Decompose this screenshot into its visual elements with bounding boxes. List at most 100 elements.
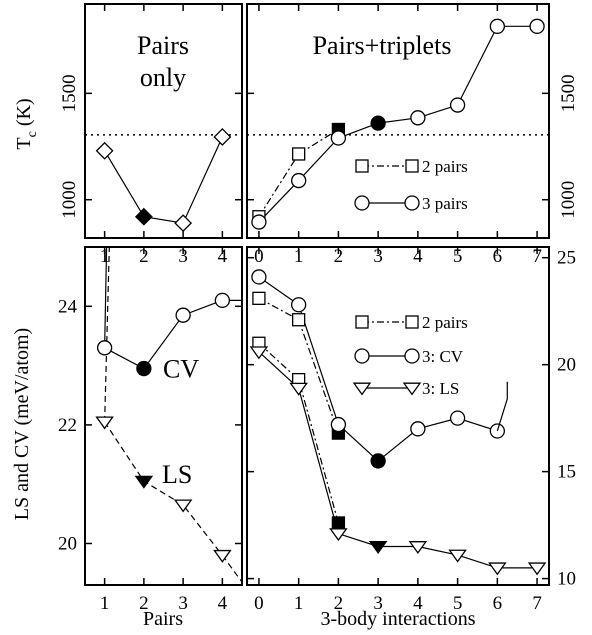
data-point: [529, 18, 545, 34]
data-point: [291, 172, 307, 189]
data-point: [292, 313, 306, 327]
x-tick-label: 3: [373, 246, 383, 267]
ylabel-ls-cv: LS and CV (meV/atom): [11, 328, 33, 520]
data-point: [175, 307, 191, 323]
xlabel-pairs: Pairs: [143, 608, 183, 630]
legend-marker: [354, 348, 370, 364]
legend-marker: [352, 382, 372, 396]
annotation-ls: LS: [162, 460, 192, 489]
x-tick-label: 2: [139, 593, 149, 614]
ls-line-tail: [221, 554, 243, 583]
data-point: [251, 214, 267, 230]
x-tick-label: 1: [294, 246, 304, 267]
legend-marker: [355, 315, 369, 329]
ylabel-tc: Tc (K): [13, 98, 40, 149]
annotation-cv: CV: [163, 355, 199, 384]
title-pairs-triplets: Pairs+triplets: [313, 31, 452, 60]
frame-bottom-right: [246, 246, 550, 586]
x-tick-label: 2: [139, 246, 149, 267]
x-tick-label: 6: [493, 246, 503, 267]
data-point: [449, 410, 466, 426]
x-tick-label: 4: [413, 246, 423, 267]
series-line: [104, 136, 223, 224]
callout-line: [496, 381, 508, 432]
data-point: [408, 541, 428, 555]
x-tick-label: 0: [254, 246, 264, 267]
y-tick-label: 1000: [558, 181, 579, 219]
ylabel-ls-cv-text: LS and CV (meV/atom): [11, 328, 33, 520]
frame-bottom-left: [84, 246, 243, 586]
legend-label: 3: LS: [422, 379, 459, 398]
frame-top-left: [84, 3, 243, 239]
data-point: [330, 416, 347, 433]
data-point: [448, 549, 467, 563]
ls-line-extension: [104, 246, 110, 422]
data-point: [291, 297, 307, 313]
marks-top-right: 0 1 2 3 4 5 6 7 1000 1500 2 pairs 3 pairs: [247, 4, 579, 267]
legend-marker: [405, 159, 419, 173]
data-point: [410, 110, 426, 126]
legend-label: 2 pairs: [422, 157, 468, 176]
series-line: [104, 299, 223, 370]
data-point: [134, 475, 154, 489]
data-point: [449, 97, 466, 113]
y-tick-label: 10: [557, 569, 576, 590]
series-line: [258, 25, 538, 223]
data-point: [249, 346, 269, 360]
legend-marker: [404, 195, 420, 211]
y-tick-label: 1000: [59, 181, 80, 219]
data-point: [95, 416, 114, 430]
x-tick-label: 4: [413, 593, 423, 614]
x-tick-label: 6: [493, 593, 503, 614]
legend-marker: [355, 159, 369, 173]
data-point: [173, 499, 193, 513]
series-line: [104, 421, 223, 556]
ylabel-tc-text: Tc (K): [13, 98, 40, 149]
title-pairs-only-line2: only: [140, 63, 186, 92]
data-point: [95, 141, 114, 160]
data-point: [292, 147, 306, 161]
frame-top-right: [246, 3, 550, 239]
x-tick-label: 1: [100, 246, 110, 267]
x-tick-label: 1: [100, 593, 110, 614]
data-point: [213, 549, 232, 563]
data-point: [488, 562, 507, 576]
series-line: [258, 342, 339, 524]
data-point: [330, 130, 347, 146]
x-tick-label: 2: [334, 246, 344, 267]
y-tick-label: 20: [58, 533, 77, 554]
legend-label: 2 pairs: [422, 313, 468, 332]
x-tick-label: 2: [334, 593, 344, 614]
panel-top-left: 1 2 3 4 1000 1500 Pairs only: [59, 3, 243, 267]
data-point: [370, 453, 386, 469]
y-tick-label: 20: [557, 355, 576, 376]
legend-label: 3 pairs: [422, 194, 468, 213]
y-tick-label: 22: [58, 415, 77, 436]
data-point: [134, 207, 153, 226]
x-tick-label: 5: [453, 593, 463, 614]
x-tick-label: 0: [254, 593, 264, 614]
panel-top-right: 0 1 2 3 4 5 6 7 1000 1500 2 pairs 3 pairs Pairs+tri…: [246, 3, 579, 267]
x-tick-label: 3: [373, 593, 383, 614]
x-tick-label: 1: [294, 593, 304, 614]
legend-label: 3: CV: [422, 347, 464, 366]
x-tick-label: 4: [218, 246, 228, 267]
data-point: [214, 292, 231, 309]
y-tick-label: 1500: [558, 74, 579, 112]
series-line: [258, 128, 339, 218]
data-point: [489, 18, 505, 34]
y-tick-label: 24: [58, 296, 78, 317]
cv-line-extension: [104, 246, 108, 348]
data-point: [329, 528, 348, 542]
data-point: [174, 214, 193, 233]
legend-marker: [405, 315, 419, 329]
x-tick-label: 5: [453, 246, 463, 267]
data-point: [331, 516, 346, 530]
y-tick-label: 25: [557, 248, 576, 269]
marks-top-left: 1 2 3 4 1000 1500: [59, 4, 242, 267]
xlabel-3-body: 3-body interactions: [321, 608, 476, 630]
